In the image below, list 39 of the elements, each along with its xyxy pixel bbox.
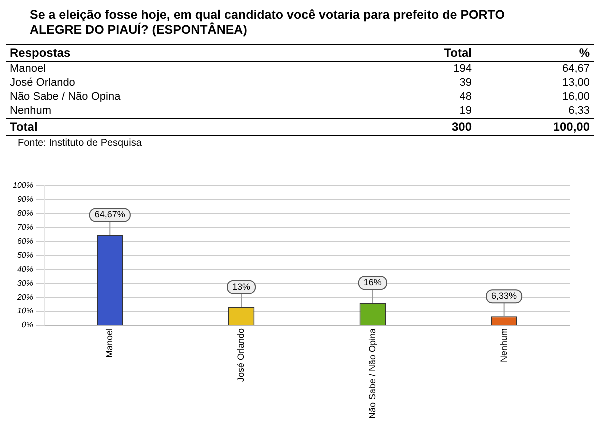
text: 13,00	[561, 76, 591, 90]
text: José Orlando	[9, 76, 76, 90]
x-tick-label: José Orlando	[236, 328, 246, 382]
y-tick-label: 30%	[17, 278, 34, 288]
text: 64,67	[561, 62, 591, 76]
x-tick-label: Nenhum	[498, 328, 509, 362]
text: 19	[458, 104, 473, 118]
y-tick-label: 100%	[12, 181, 34, 190]
x-tick-label: Não Sabe / Não Opina	[367, 328, 378, 420]
data-label: 64,67%	[94, 210, 126, 220]
y-tick-label: 20%	[16, 292, 34, 302]
y-tick-label: 60%	[17, 236, 34, 246]
text: Nenhum	[9, 104, 53, 118]
data-label: 13%	[232, 282, 251, 292]
y-tick-label: 70%	[17, 223, 34, 232]
y-tick-label: 0%	[22, 320, 34, 330]
data-label: 16%	[364, 278, 382, 288]
text: Se a eleição fosse hoje, em qual candidato você votaria para prefeito de PORTO ALEGRE DO PIAUÍ? (ESPONTÂNEA)	[29, 7, 506, 39]
y-tick-label: 90%	[17, 195, 34, 204]
text: 100,00	[476, 118, 594, 136]
text: 39	[458, 76, 473, 90]
source-note: Fonte: Instituto de Pesquisa	[18, 138, 143, 149]
text: 48	[458, 90, 473, 104]
text: Respostas	[6, 44, 348, 62]
data-label: 6,33%	[492, 291, 518, 302]
text: %	[476, 44, 594, 62]
text: Manoel	[9, 62, 48, 76]
y-tick-label: 50%	[17, 250, 34, 260]
text: 16,00	[561, 90, 591, 104]
text: Total	[348, 44, 476, 62]
text: 194	[452, 62, 473, 76]
text: 300	[348, 118, 476, 136]
y-tick-label: 40%	[17, 264, 34, 274]
text: Não Sabe / Não Opina	[9, 90, 122, 104]
text: 6,33	[568, 104, 591, 118]
y-tick-label: 10%	[17, 306, 34, 316]
x-tick-label: Manoel	[104, 328, 115, 358]
text: Total	[6, 118, 348, 136]
y-tick-label: 80%	[17, 209, 34, 218]
